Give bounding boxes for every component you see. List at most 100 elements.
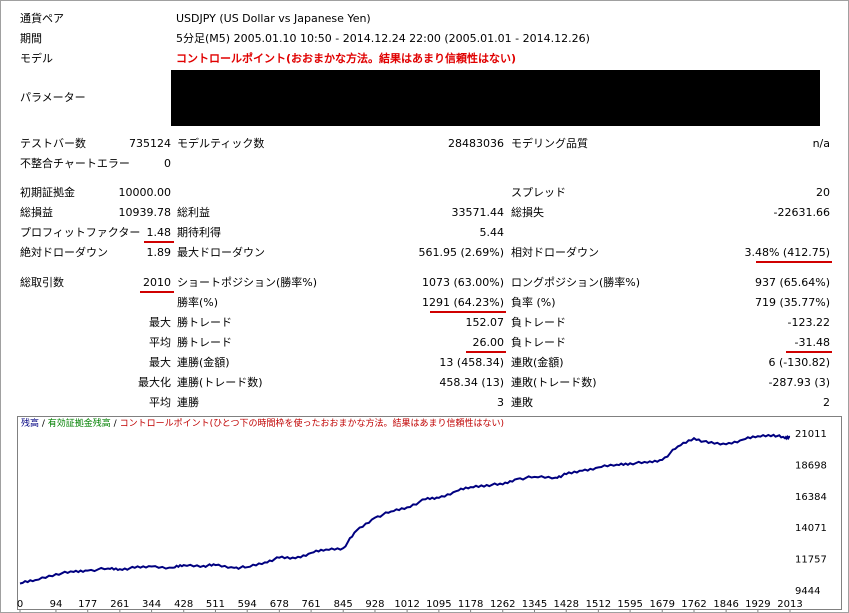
x-tick-label: 2013 [777,599,802,610]
x-tick-label: 428 [174,599,193,610]
x-tick-label: 594 [238,599,257,610]
x-tick-label: 761 [302,599,321,610]
total-trades-label: 総取引数 [20,276,64,289]
expected-payoff-label: 期待利得 [177,226,221,239]
legend-model: コントロールポイント(ひとつ下の時間枠を使ったおおまかな方法。結果はあまり信頼性… [119,419,504,429]
cons-profit-value: 458.34 (13) [439,376,504,389]
y-tick-label: 16384 [795,492,827,503]
y-tick-label: 11757 [795,555,827,566]
period-label: 期間 [20,32,42,45]
max-win-label: 勝トレード [177,316,232,329]
x-tick-label: 261 [110,599,129,610]
x-tick-label: 344 [142,599,161,610]
x-tick-label: 1929 [745,599,770,610]
profit-factor-label: プロフィットファクター [20,226,141,239]
gross-profit-label: 総利益 [177,206,210,219]
x-tick-label: 1428 [554,599,579,610]
legend-balance: 残高 [21,419,40,429]
y-tick-label: 14071 [795,523,827,534]
avg-win-value: 26.00 [472,336,505,349]
x-tick-label: 845 [334,599,353,610]
model-label: モデル [20,52,53,65]
model-quality-value: n/a [812,137,830,150]
chart-legend: 残高 / 有効証拠金残高 / コントロールポイント(ひとつ下の時間枠を使ったおお… [21,418,504,430]
x-tick-label: 1679 [650,599,675,610]
rel-drawdown-underline [756,261,832,263]
spread-value: 20 [816,186,830,199]
x-tick-label: 511 [206,599,225,610]
gross-profit-value: 33571.44 [451,206,505,219]
max2-label: 最大 [149,356,171,369]
cons-wins-label: 連勝(金額) [177,356,230,369]
max-drawdown-label: 最大ドローダウン [177,246,265,259]
avg-cons-losses-label: 連敗 [511,396,533,409]
x-tick-label: 177 [78,599,97,610]
max-loss-value: -123.22 [787,316,830,329]
avg-loss-underline [786,351,832,353]
legend-sep-2: / [110,419,120,429]
initial-deposit-value: 10000.00 [118,186,172,199]
total-trades-value: 2010 [143,276,171,289]
period-value: 5分足(M5) 2005.01.10 10:50 - 2014.12.24 22… [176,32,590,45]
rel-drawdown-value: 3.48% (412.75) [744,246,830,259]
parameters-redacted-box [171,70,820,126]
legend-equity: 有効証拠金残高 [47,419,111,429]
x-tick-label: 1345 [522,599,547,610]
avg-win-label: 勝トレード [177,336,232,349]
short-positions-label: ショートポジション(勝率%) [177,276,318,289]
test-bars-label: テストバー数 [20,137,86,150]
spread-label: スプレッド [511,186,566,199]
parameters-label: パラメーター [20,91,86,104]
balance-series-line [19,433,791,585]
x-tick-label: 928 [365,599,384,610]
profit-factor-underline [144,241,174,243]
initial-deposit-label: 初期証拠金 [20,186,75,199]
avg-cons-wins-value: 3 [497,396,504,409]
legend-sep-1: / [39,419,48,429]
y-tick-label: 9444 [795,586,820,597]
gross-loss-label: 総損失 [511,206,544,219]
symbol-label: 通貨ペア [20,12,64,25]
x-tick-label: 1095 [426,599,451,610]
rel-drawdown-label: 相対ドローダウン [511,246,599,259]
max-drawdown-value: 561.95 (2.69%) [418,246,504,259]
model-value: コントロールポイント(おおまかな方法。結果はあまり信頼性はない) [176,52,517,65]
maximal-label: 最大化 [138,376,171,389]
avg-label: 平均 [149,336,171,349]
cons-loss-value: -287.93 (3) [768,376,830,389]
avg-cons-losses-value: 2 [823,396,830,409]
mismatch-label: 不整合チャートエラー [20,157,130,170]
profit-factor-value: 1.48 [146,226,172,239]
loss-rate-label: 負率 (%) [511,296,556,309]
mismatch-value: 0 [164,157,171,170]
cons-loss-label: 連敗(トレード数) [511,376,597,389]
cons-wins-value: 13 (458.34) [439,356,504,369]
abs-drawdown-value: 1.89 [146,246,172,259]
x-tick-label: 1762 [681,599,706,610]
x-tick-label: 1595 [617,599,642,610]
x-tick-label: 1178 [458,599,483,610]
avg-loss-label: 負トレード [511,336,566,349]
y-tick-label: 21011 [795,429,827,440]
x-tick-label: 1262 [490,599,515,610]
x-tick-label: 94 [50,599,63,610]
avg-win-underline [466,351,506,353]
x-tick-label: 1512 [586,599,611,610]
y-tick-label: 18698 [795,460,827,471]
model-ticks-value: 28483036 [448,137,504,150]
short-positions-value: 1073 (63.00%) [421,276,504,289]
total-trades-underline [140,291,174,293]
win-rate-value: 1291 (64.23%) [421,296,504,309]
long-positions-value: 937 (65.64%) [754,276,830,289]
avg2-label: 平均 [149,396,171,409]
net-profit-value: 10939.78 [118,206,172,219]
x-tick-label: 1012 [394,599,419,610]
max-loss-label: 負トレード [511,316,566,329]
cons-losses-label: 連敗(金額) [511,356,564,369]
cons-profit-label: 連勝(トレード数) [177,376,263,389]
win-rate-underline [430,311,506,313]
max-win-value: 152.07 [465,316,505,329]
x-tick-label: 678 [270,599,289,610]
cons-losses-value: 6 (-130.82) [768,356,830,369]
